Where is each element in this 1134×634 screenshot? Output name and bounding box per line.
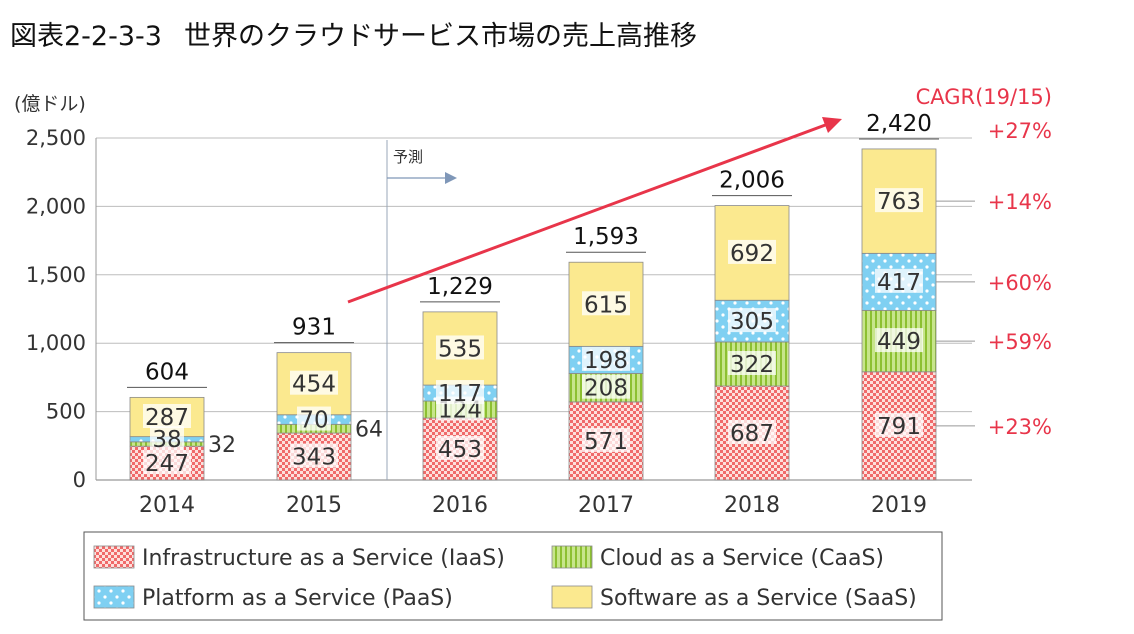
y-tick-label: 1,500 [26, 263, 86, 287]
cagr-value-caas: +59% [988, 330, 1052, 354]
x-tick-label: 2017 [578, 493, 634, 518]
legend-label-iaas: Infrastructure as a Service (IaaS) [142, 546, 505, 571]
trend-arrow-line [347, 122, 829, 304]
segment-label-caas: 322 [730, 352, 774, 378]
segment-label-iaas: 791 [877, 414, 921, 440]
segment-label-bg [875, 412, 923, 437]
segment-label-saas: 287 [145, 405, 189, 431]
segment-label-iaas: 343 [292, 445, 336, 471]
x-tick-label: 2014 [139, 493, 195, 518]
legend-label-saas: Software as a Service (SaaS) [600, 586, 917, 611]
y-tick-label: 500 [46, 400, 86, 424]
cagr-title: CAGR(19/15) [916, 85, 1052, 109]
segment-label-saas: 763 [877, 189, 921, 215]
segment-label-paas: 417 [877, 270, 921, 296]
segment-label-bg [728, 420, 776, 445]
legend-swatch-saas [551, 585, 593, 609]
cagr-total-value: +27% [988, 119, 1052, 143]
segment-label-bg [143, 450, 191, 475]
segment-label-paas: 70 [299, 408, 328, 434]
segment-label-bg [875, 268, 923, 293]
y-tick-label: 2,500 [26, 126, 86, 150]
overlay-layer: 予測 CAGR(19/15) +27% +23% +59% +60% +14% [347, 85, 1052, 480]
legend-label-caas: Cloud as a Service (CaaS) [600, 546, 884, 571]
total-label: 2,420 [866, 111, 932, 137]
axis-layer: 0 500 1,000 1,500 2,000 2,500 (億ドル) 2014 2015 201… [14, 93, 972, 518]
cagr-value-paas: +60% [988, 271, 1052, 295]
y-tick-label: 0 [73, 468, 86, 492]
legend-swatch-iaas [93, 545, 135, 569]
segment-label-bg [728, 239, 776, 264]
segment-label-bg [582, 374, 630, 399]
forecast-label: 予測 [393, 148, 423, 166]
side-label: 64 [355, 418, 383, 443]
segment-label-iaas: 571 [584, 429, 628, 455]
total-label: 2,006 [719, 168, 785, 194]
segment-label-paas: 198 [584, 348, 628, 374]
legend-label-paas: Platform as a Service (PaaS) [142, 586, 453, 611]
trend-arrow-head [822, 117, 842, 133]
chart-title: 図表2-2-3-3 世界のクラウドサービス市場の売上高推移 [10, 14, 697, 53]
x-tick-label: 2016 [432, 493, 488, 518]
grid-layer [96, 137, 972, 413]
x-tick-label: 2019 [871, 493, 927, 518]
segment-label-caas: 208 [584, 376, 628, 402]
label-layer: 24738287604343704549314531241175351,2295… [127, 111, 939, 477]
segment-label-bg [875, 188, 923, 213]
y-tick-label: 1,000 [26, 331, 86, 355]
segment-label-saas: 535 [438, 336, 482, 362]
side-label: 32 [208, 433, 236, 458]
segment-label-bg [143, 404, 191, 429]
figure-title-text: 世界のクラウドサービス市場の売上高推移 [183, 21, 697, 52]
legend-box [83, 531, 943, 621]
segment-label-bg [436, 436, 484, 461]
x-tick-label: 2015 [286, 493, 342, 518]
segment-label-bg [436, 335, 484, 360]
bar-layer [129, 148, 937, 481]
x-tick-label: 2018 [724, 493, 780, 518]
segment-label-saas: 454 [292, 372, 336, 398]
cagr-value-iaas: +23% [988, 415, 1052, 439]
segment-label-iaas: 687 [730, 421, 774, 447]
segment-label-caas: 449 [877, 329, 921, 355]
segment-label-iaas: 453 [438, 437, 482, 463]
segment-label-paas: 117 [438, 381, 482, 407]
segment-label-bg [290, 370, 338, 395]
segment-label-bg [582, 427, 630, 452]
segment-label-iaas: 247 [145, 451, 189, 477]
segment-label-paas: 38 [152, 427, 181, 453]
total-label: 1,593 [573, 224, 639, 250]
legend-swatch-caas [551, 545, 593, 569]
segment-label-bg [582, 346, 630, 371]
segment-label-bg [728, 350, 776, 375]
cagr-value-saas: +14% [988, 190, 1052, 214]
segment-label-bg [875, 328, 923, 353]
legend-swatch-paas [93, 585, 135, 609]
segment-label-bg [150, 426, 184, 451]
figure-number: 図表2-2-3-3 [10, 21, 162, 52]
y-tick-label: 2,000 [26, 194, 86, 218]
total-label: 931 [292, 315, 336, 341]
total-label: 604 [145, 359, 189, 385]
total-label: 1,229 [427, 274, 493, 300]
segment-label-saas: 692 [730, 241, 774, 267]
segment-label-bg [582, 291, 630, 316]
segment-label-bg [728, 308, 776, 333]
segment-label-bg [436, 380, 484, 405]
legend: Infrastructure as a Service (IaaS) Cloud … [83, 531, 943, 621]
segment-label-bg [297, 406, 331, 431]
y-axis-unit-label: (億ドル) [14, 93, 86, 115]
segment-label-bg [290, 443, 338, 468]
forecast-arrow-head [445, 172, 457, 184]
segment-label-saas: 615 [584, 292, 628, 318]
segment-label-paas: 305 [730, 309, 774, 335]
